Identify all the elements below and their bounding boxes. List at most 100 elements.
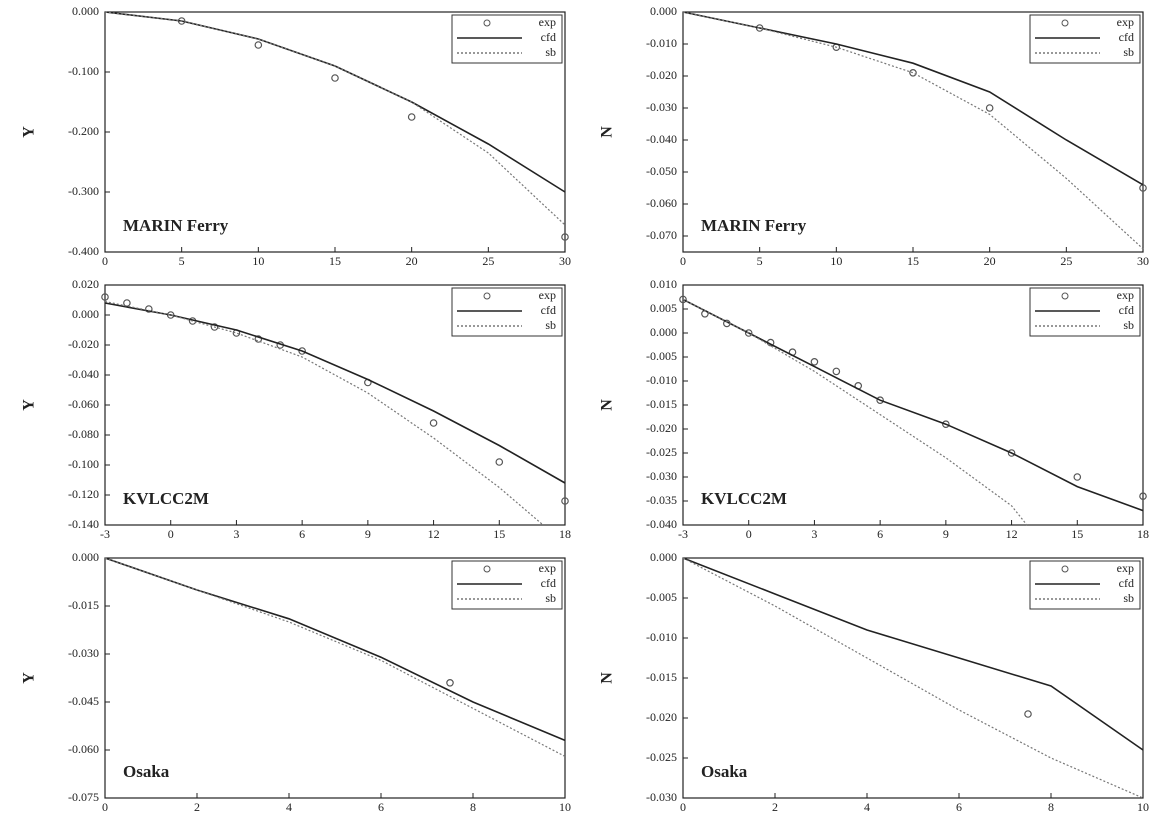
x-tick-label: 20 (406, 254, 418, 268)
y-tick-label: 0.005 (650, 301, 677, 315)
legend-label: sb (1123, 591, 1134, 605)
x-tick-label: 0 (102, 254, 108, 268)
exp-marker (101, 293, 109, 301)
x-tick-label: 0 (102, 800, 108, 814)
exp-marker (876, 396, 884, 405)
exp-marker (985, 104, 994, 112)
y-tick-label: -0.020 (68, 337, 99, 351)
y-tick-label: -0.005 (646, 590, 677, 604)
exp-marker (1139, 492, 1147, 501)
legend-label: sb (545, 45, 556, 59)
legend-box (1029, 560, 1141, 610)
y-tick-label: -0.200 (68, 124, 99, 138)
exp-marker (210, 323, 219, 331)
y-tick-label: -0.050 (646, 164, 677, 178)
x-tick-label: 20 (984, 254, 996, 268)
x-tick-label: 10 (559, 800, 571, 814)
y-tick-label: -0.080 (68, 427, 99, 441)
exp-marker (561, 233, 569, 241)
x-tick-label: 18 (1137, 527, 1149, 541)
legend-label: cfd (1119, 30, 1134, 44)
panel: 0 5 10 15 20 25 30 0.000 -0.010 -0.020 -0.030 -0.04… (599, 4, 1149, 268)
legend-marker (483, 292, 491, 300)
legend-label: exp (1117, 561, 1134, 575)
legend-label: sb (1123, 318, 1134, 332)
x-tick-label: 12 (428, 527, 440, 541)
y-tick-label: -0.010 (646, 630, 677, 644)
x-tick-label: 30 (559, 254, 571, 268)
x-tick-label: -3 (100, 527, 110, 541)
y-tick-label: -0.075 (68, 790, 99, 804)
x-tick-label: 10 (252, 254, 264, 268)
y-tick-label: -0.020 (646, 68, 677, 82)
y-axis-label: Y (21, 399, 38, 411)
exp-marker (429, 419, 438, 427)
x-tick-label: 3 (811, 527, 817, 541)
sb-line (682, 298, 1028, 526)
x-tick-label: 4 (864, 800, 870, 814)
x-tick-label: 15 (907, 254, 919, 268)
exp-marker (254, 335, 263, 343)
y-axis-label: N (599, 672, 616, 684)
x-tick-label: 6 (299, 527, 305, 541)
y-tick-label: -0.100 (68, 64, 99, 78)
y-tick-label: -0.025 (646, 750, 677, 764)
legend-label: cfd (1119, 303, 1134, 317)
y-axis-label: Y (21, 672, 38, 684)
x-tick-label: 30 (1137, 254, 1149, 268)
y-tick-label: -0.010 (646, 36, 677, 50)
annotation: MARIN Ferry (701, 216, 807, 235)
y-axis-label: N (599, 126, 616, 138)
y-tick-label: -0.035 (646, 493, 677, 507)
x-tick-label: 5 (757, 254, 763, 268)
legend-box (1029, 14, 1141, 64)
legend-label: sb (545, 591, 556, 605)
exp-marker (810, 357, 819, 366)
panel: 0 2 4 6 8 10 0.000 -0.005 -0.010 -0.015 -0.020 -0.0… (599, 550, 1149, 814)
sb-line (104, 557, 566, 757)
x-tick-label: 0 (680, 254, 686, 268)
x-tick-label: 4 (286, 800, 292, 814)
x-tick-label: 9 (943, 527, 949, 541)
legend-label: sb (545, 318, 556, 332)
panel: 0 2 4 6 8 10 0.000 -0.015 -0.030 -0.045 -0.060 -0.0… (21, 550, 571, 814)
panel: -3 0 3 6 9 12 15 18 0.020 0.000 -0.020 -0.040 -0.060… (21, 277, 571, 541)
exp-marker (495, 458, 504, 466)
y-tick-label: 0.000 (72, 307, 99, 321)
annotation: Osaka (701, 762, 748, 781)
exp-marker (145, 305, 153, 313)
y-tick-label: 0.000 (72, 4, 99, 18)
exp-marker (909, 69, 917, 77)
exp-marker (331, 74, 339, 82)
exp-marker (407, 113, 416, 121)
y-tick-label: 0.000 (650, 4, 677, 18)
legend-label: exp (539, 561, 556, 575)
y-tick-label: -0.040 (646, 132, 677, 146)
y-tick-label: -0.020 (646, 710, 677, 724)
legend-marker (483, 19, 491, 27)
legend-label: exp (1117, 15, 1134, 29)
exp-marker (832, 367, 841, 376)
x-tick-label: 9 (365, 527, 371, 541)
x-tick-label: 0 (746, 527, 752, 541)
y-tick-label: -0.025 (646, 445, 677, 459)
y-tick-label: -0.030 (646, 790, 677, 804)
plot-frame (104, 557, 566, 799)
x-tick-label: 2 (194, 800, 200, 814)
annotation: Osaka (123, 762, 170, 781)
annotation: KVLCC2M (701, 489, 787, 508)
x-tick-label: -3 (678, 527, 688, 541)
y-tick-label: -0.060 (68, 397, 99, 411)
x-tick-label: 2 (772, 800, 778, 814)
exp-marker (561, 497, 569, 505)
legend-marker (1061, 19, 1069, 27)
x-tick-label: 8 (1048, 800, 1054, 814)
legend-label: exp (539, 15, 556, 29)
y-axis-label: N (599, 399, 616, 411)
x-tick-label: 15 (329, 254, 341, 268)
y-tick-label: -0.020 (646, 421, 677, 435)
y-tick-label: 0.000 (72, 550, 99, 564)
y-tick-label: 0.020 (72, 277, 99, 291)
x-tick-label: 6 (877, 527, 883, 541)
